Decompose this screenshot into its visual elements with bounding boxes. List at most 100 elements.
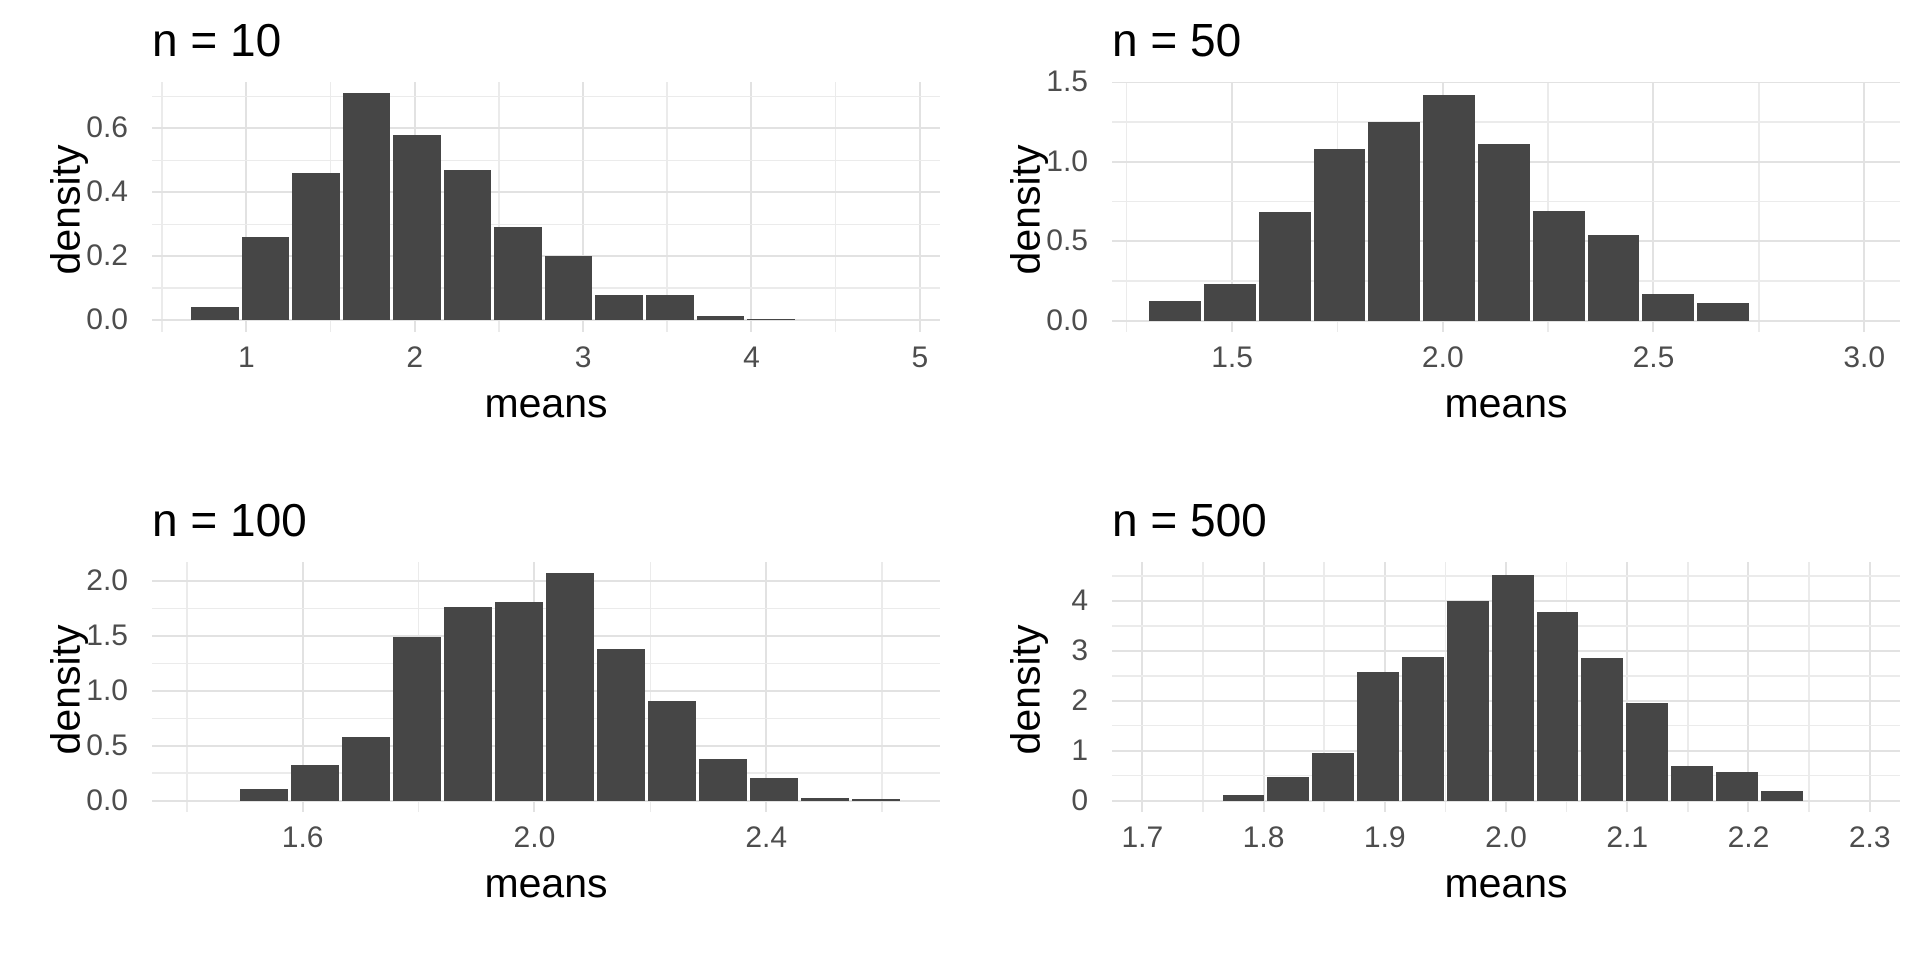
y-tick-label: 0.6: [86, 111, 128, 145]
gridline-major-x: [582, 82, 585, 332]
histogram-bar: [597, 649, 646, 801]
x-tick-label: 2.4: [745, 821, 788, 854]
y-tick-label: 0.2: [86, 239, 128, 273]
gridline-major-y: [152, 319, 940, 322]
gridline-major-x: [750, 82, 753, 332]
x-axis-tick-labels: 1.5 2.0 2.5 3.0: [1112, 342, 1900, 376]
histogram-bar: [1536, 611, 1579, 801]
histogram-bar: [747, 318, 795, 321]
gridline-major-x: [1652, 82, 1655, 332]
gridline-minor-x: [666, 82, 668, 332]
y-tick-label: 1.0: [1046, 144, 1088, 178]
histogram-bar: [1267, 776, 1310, 801]
gridline-major-y: [1112, 319, 1900, 322]
histogram-bar: [546, 573, 595, 801]
gridline-minor-y: [152, 607, 940, 610]
gridline-minor-y: [152, 717, 940, 720]
gridline-major-x: [301, 562, 304, 812]
histogram-bar: [1423, 94, 1475, 321]
x-tick-label: 1.7: [1121, 821, 1164, 854]
histogram-bar: [801, 797, 850, 801]
histogram-bar: [1697, 303, 1749, 321]
x-axis-tick-labels: 1.6 2.0 2.4: [152, 822, 940, 856]
histogram-bar: [1149, 301, 1202, 321]
gridline-major-y: [152, 634, 940, 637]
gridline-minor-y: [152, 159, 940, 162]
y-tick-label: 1.0: [86, 673, 128, 707]
x-axis-title: means: [484, 860, 608, 906]
y-tick-label: 0.4: [86, 175, 128, 209]
histogram-bar: [1587, 234, 1640, 321]
x-tick-label: 1: [237, 341, 255, 374]
gridline-major-y: [152, 127, 940, 130]
gridline-minor-y: [152, 223, 940, 225]
gridline-major-x: [918, 82, 921, 332]
histogram-bar: [494, 227, 542, 321]
gridline-major-y: [1112, 82, 1900, 83]
gridline-major-x: [1868, 562, 1871, 812]
x-tick-label: 2.0: [513, 821, 556, 854]
gridline-minor-y: [1112, 121, 1900, 123]
histogram-bar: [1204, 283, 1256, 321]
plot-area: [152, 562, 940, 812]
gridline-major-y: [152, 191, 940, 194]
histogram-bar: [191, 307, 239, 321]
histogram-bar: [393, 637, 442, 801]
histogram-bar: [646, 294, 694, 321]
x-tick-label: 4: [743, 341, 760, 374]
gridline-major-x: [1262, 562, 1265, 812]
histogram-bar: [1478, 144, 1530, 321]
x-tick-label: 2.0: [1485, 821, 1527, 854]
y-tick-label: 3: [1071, 633, 1088, 667]
x-axis-tick-labels: 1.7 1.8 1.9 2.0 2.1 2.2 2.3: [1112, 822, 1900, 856]
histogram-bar: [495, 601, 544, 801]
y-tick-label: 0: [1071, 783, 1088, 817]
histogram-bar: [241, 237, 290, 321]
x-tick-label: 3.0: [1843, 341, 1886, 374]
gridline-major-y: [152, 799, 940, 802]
histogram-bar: [1642, 293, 1695, 321]
gridline-minor-x: [649, 562, 652, 812]
y-tick-label: 2.0: [86, 564, 128, 598]
y-axis-tick-labels: 0.0 0.5 1.0 1.5: [960, 0, 1100, 480]
histogram-bar: [1581, 658, 1624, 801]
y-tick-label: 1.5: [1046, 65, 1088, 98]
x-tick-label: 2.3: [1848, 821, 1891, 854]
gridline-major-x: [765, 562, 768, 812]
histogram-bar: [1446, 600, 1489, 801]
histogram-bar: [1222, 794, 1265, 801]
y-tick-label: 0.0: [86, 303, 128, 337]
y-tick-label: 0.0: [86, 783, 128, 817]
y-axis-tick-labels: 0.0 0.5 1.0 1.5 2.0: [0, 480, 140, 960]
panel-title: n = 50: [1112, 14, 1242, 66]
histogram-bar: [342, 93, 391, 321]
gridline-minor-x: [1687, 562, 1689, 812]
plot-area: [1112, 562, 1900, 812]
gridline-major-x: [245, 82, 248, 332]
x-tick-label: 5: [911, 341, 929, 374]
histogram-bar: [1402, 656, 1444, 801]
y-tick-label: 0.5: [86, 728, 128, 762]
x-tick-label: 1.6: [281, 821, 324, 854]
x-tick-label: 2.1: [1606, 821, 1649, 854]
histogram-bar: [1357, 671, 1400, 801]
gridline-major-y: [152, 744, 940, 747]
plot-area: [152, 82, 940, 332]
panel-title: n = 10: [152, 14, 282, 66]
gridline-major-x: [1231, 82, 1234, 332]
gridline-major-x: [1141, 562, 1144, 812]
histogram-bar: [1491, 574, 1534, 801]
gridline-minor-x: [1808, 562, 1810, 812]
histogram-bar: [1312, 753, 1355, 801]
panel-title: n = 500: [1112, 494, 1267, 546]
gridline-major-x: [1626, 562, 1629, 812]
x-tick-label: 2.2: [1727, 821, 1770, 854]
histogram-bar: [291, 765, 340, 801]
y-tick-label: 1: [1071, 733, 1088, 767]
gridline-minor-x: [881, 562, 883, 812]
x-tick-label: 1.9: [1363, 821, 1406, 854]
histogram-bar: [1626, 703, 1669, 801]
x-tick-label: 2: [406, 341, 423, 374]
histogram-bar: [852, 799, 901, 801]
